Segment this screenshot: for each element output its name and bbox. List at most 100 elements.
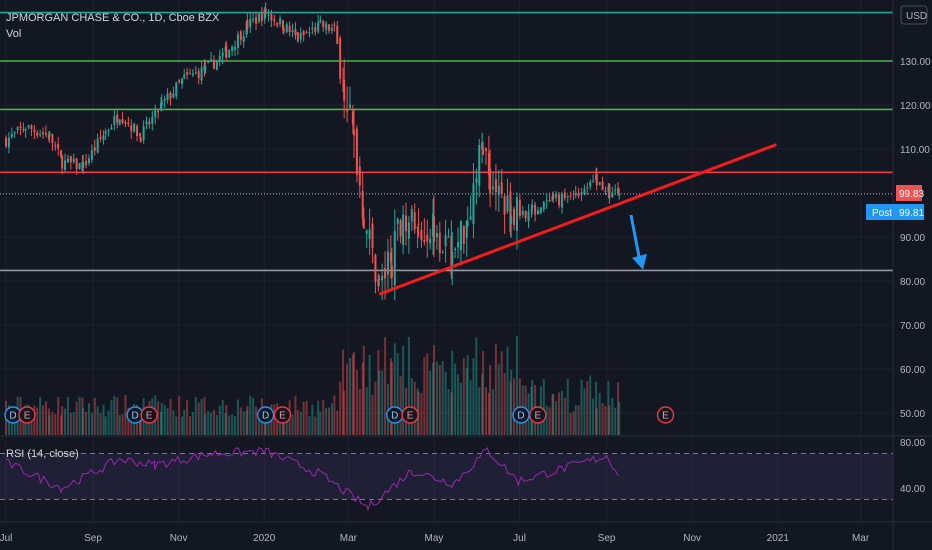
candle-body xyxy=(374,254,377,282)
earnings-marker[interactable]: E xyxy=(656,406,675,424)
volume-bar xyxy=(333,395,336,435)
candle-body xyxy=(614,189,617,191)
event-circle[interactable] xyxy=(273,406,292,424)
event-letter: D xyxy=(9,411,16,422)
earnings-marker[interactable]: E xyxy=(529,406,547,424)
candle-body xyxy=(492,186,495,190)
candle xyxy=(604,186,607,196)
candle-body xyxy=(314,27,317,33)
earnings-marker[interactable]: E xyxy=(273,406,292,424)
candle-body xyxy=(574,193,577,195)
candle-body xyxy=(288,25,291,33)
candle-body xyxy=(305,32,308,34)
volume-bar xyxy=(384,337,387,435)
candle-body xyxy=(371,223,374,249)
candle xyxy=(7,132,10,154)
rsi-tick-label: 40.00 xyxy=(900,484,925,495)
event-circle[interactable] xyxy=(140,406,158,424)
candle xyxy=(524,210,527,222)
candle-body xyxy=(197,71,200,79)
candle-body xyxy=(482,147,485,155)
volume-bar xyxy=(166,408,169,435)
candle xyxy=(225,40,228,62)
candle-body xyxy=(160,101,163,106)
volume-bar xyxy=(542,378,545,435)
volume-bar xyxy=(407,336,410,435)
candle-body xyxy=(204,65,207,73)
candle xyxy=(377,273,380,292)
volume-bar xyxy=(454,363,457,435)
candle-body xyxy=(333,25,336,27)
arrow-head[interactable] xyxy=(632,253,647,270)
candle xyxy=(22,122,25,133)
event-circle[interactable] xyxy=(18,406,36,424)
candle-body xyxy=(592,180,595,182)
candle xyxy=(207,61,210,64)
candle xyxy=(484,147,487,165)
volume-bar xyxy=(87,403,90,435)
event-circle[interactable] xyxy=(656,406,675,424)
volume-bar xyxy=(368,354,371,435)
candle-body xyxy=(302,31,305,36)
candle xyxy=(276,21,279,28)
earnings-marker[interactable]: E xyxy=(18,406,36,424)
candle xyxy=(157,108,160,119)
candle-body xyxy=(348,104,351,109)
earnings-marker[interactable]: E xyxy=(140,406,158,424)
candle xyxy=(465,220,468,257)
volume-bar xyxy=(355,369,358,435)
trendline[interactable] xyxy=(378,143,777,296)
event-circle[interactable] xyxy=(512,406,530,424)
event-circle[interactable] xyxy=(529,406,547,424)
arrow-shaft[interactable] xyxy=(629,214,642,263)
candle-body xyxy=(317,22,320,32)
candle xyxy=(358,156,361,199)
candle-body xyxy=(319,20,322,23)
event-letter: E xyxy=(407,411,414,422)
dividend-marker[interactable]: D xyxy=(256,406,275,424)
candle-body xyxy=(469,216,472,220)
candle-body xyxy=(513,208,516,225)
candle-body xyxy=(351,111,354,125)
candle xyxy=(24,127,27,138)
volume-bar xyxy=(255,406,258,435)
volume-bar xyxy=(462,358,465,435)
volume-bar xyxy=(420,393,423,435)
candle xyxy=(413,203,416,234)
currency-badge[interactable]: USD xyxy=(900,5,928,25)
candle-body xyxy=(555,194,558,198)
dividend-marker[interactable]: D xyxy=(385,406,404,424)
earnings-marker[interactable]: E xyxy=(401,406,419,424)
down-arrow[interactable] xyxy=(629,214,647,270)
candle xyxy=(417,208,420,238)
candle xyxy=(378,274,381,287)
candle xyxy=(410,205,413,231)
candle xyxy=(569,191,572,200)
price-tick-label: 120.00 xyxy=(900,101,931,112)
candle xyxy=(39,129,42,138)
candle xyxy=(169,91,172,106)
event-letter: E xyxy=(279,411,286,422)
trendline-line[interactable] xyxy=(378,143,777,296)
candle xyxy=(577,187,580,199)
post-label: Post xyxy=(872,208,892,219)
candle-body xyxy=(139,138,142,143)
volume-bar xyxy=(116,397,119,435)
candle xyxy=(242,30,245,48)
candle xyxy=(513,206,516,231)
candle-body xyxy=(267,14,270,16)
candle-body xyxy=(249,19,252,28)
candle xyxy=(451,232,454,286)
event-circle[interactable] xyxy=(401,406,419,424)
candle-body xyxy=(353,130,355,136)
candle-body xyxy=(481,141,484,150)
event-circle[interactable] xyxy=(256,406,275,424)
candle xyxy=(36,130,39,139)
dividend-marker[interactable]: D xyxy=(512,406,530,424)
price-tick-label: 70.00 xyxy=(900,321,925,332)
candle xyxy=(521,205,524,218)
candle xyxy=(270,9,273,28)
